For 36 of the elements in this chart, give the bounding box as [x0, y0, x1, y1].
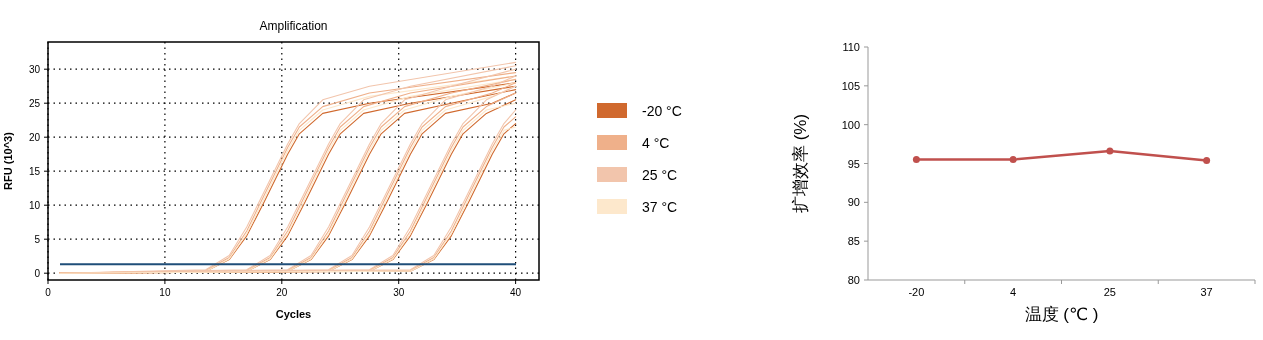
legend-item: 25 °C — [597, 167, 678, 183]
x-tick-label: 4 — [1010, 286, 1017, 298]
y-tick-label: 80 — [847, 274, 860, 286]
y-tick-label: 105 — [841, 79, 860, 92]
legend-item: -20 °C — [597, 103, 682, 119]
x-tick-label: 25 — [1103, 286, 1116, 298]
y-tick-label: 5 — [34, 234, 41, 246]
x-axis-title: Cycles — [275, 308, 312, 320]
title: Amplification — [259, 19, 328, 33]
y-tick-label: 100 — [841, 118, 860, 131]
x-tick-label: 10 — [159, 287, 171, 298]
legend-label: 25 °C — [642, 167, 678, 183]
x-tick-label: 20 — [276, 287, 288, 298]
y-tick-label: 0 — [34, 268, 41, 280]
y-tick-label: 10 — [28, 200, 41, 212]
x-tick-label: 40 — [510, 287, 522, 298]
x-axis-title: 温度 (℃ ) — [1024, 305, 1099, 324]
x-tick-label: 30 — [393, 287, 405, 298]
y-tick-label: 85 — [847, 235, 860, 248]
legend-item: 37 °C — [597, 199, 678, 215]
y-tick-label: 110 — [842, 41, 860, 53]
legend-label: 4 °C — [642, 135, 670, 151]
legend-label: -20 °C — [642, 103, 682, 119]
x-tick-label: -20 — [908, 286, 925, 298]
y-tick-label: 90 — [847, 196, 860, 209]
y-tick-label: 15 — [28, 166, 41, 178]
y-tick-label: 95 — [847, 157, 860, 170]
x-tick-label: 37 — [1200, 286, 1213, 298]
y-axis-title: 扩增效率 (%) — [791, 113, 810, 214]
legend-item: 4 °C — [597, 135, 670, 151]
legend-label: 37 °C — [642, 199, 678, 215]
y-tick-label: 30 — [28, 64, 41, 76]
x-tick-label: 0 — [45, 287, 52, 298]
y-tick-label: 20 — [28, 132, 41, 144]
y-tick-label: 25 — [28, 98, 41, 110]
y-axis-title: RFU (10^3) — [2, 131, 14, 190]
